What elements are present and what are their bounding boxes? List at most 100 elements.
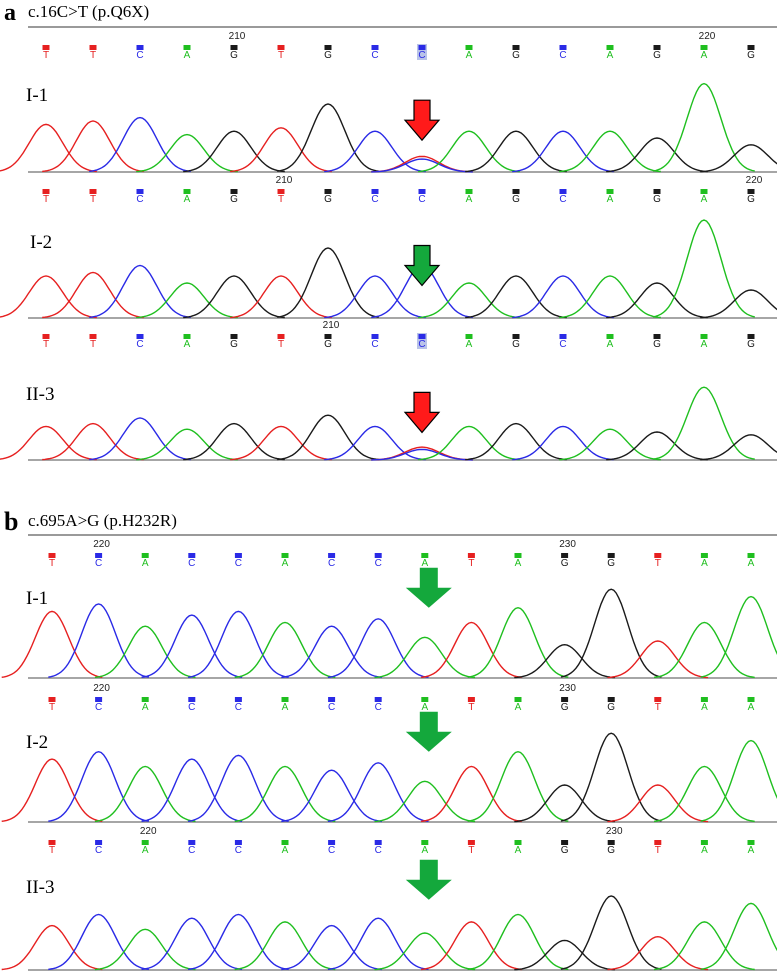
track-label-a-3: II-3 bbox=[26, 384, 54, 405]
peak-b-1-2 bbox=[94, 625, 196, 679]
base-marker-b-2-5 bbox=[281, 697, 289, 702]
base-call-b-1-4: C bbox=[235, 558, 242, 569]
peak-b-1-9 bbox=[420, 621, 522, 679]
base-call-a-1-1: T bbox=[90, 50, 96, 61]
panel-b-title: c.695A>G (p.H232R) bbox=[28, 511, 177, 530]
base-call-b-2-5: A bbox=[282, 702, 289, 713]
base-marker-a-1-9 bbox=[465, 45, 473, 50]
base-marker-b-2-11 bbox=[561, 697, 569, 702]
peak-a-2-14 bbox=[653, 219, 755, 318]
base-marker-a-3-4 bbox=[230, 334, 238, 339]
peak-b-1-5 bbox=[234, 621, 336, 679]
base-call-b-3-6: C bbox=[328, 845, 335, 856]
base-call-b-3-0: T bbox=[49, 845, 55, 856]
base-marker-a-1-3 bbox=[183, 45, 191, 50]
base-marker-a-1-6 bbox=[324, 45, 332, 50]
base-highlight-a-3 bbox=[417, 333, 427, 349]
base-call-a-1-5: T bbox=[278, 50, 284, 61]
peak-a-2-11 bbox=[512, 275, 614, 319]
base-call-a-3-10: G bbox=[512, 339, 520, 350]
base-call-b-2-12: G bbox=[607, 702, 615, 713]
peak-b-1-12 bbox=[560, 588, 662, 678]
base-call-b-3-9: T bbox=[468, 845, 474, 856]
peak-b-1-4 bbox=[187, 610, 289, 678]
peak-b-1-8 bbox=[374, 636, 476, 679]
peak-a-3-2 bbox=[89, 417, 191, 461]
base-marker-b-1-10 bbox=[514, 553, 522, 558]
peak-b-3-7 bbox=[327, 917, 429, 971]
base-call-b-1-3: C bbox=[188, 558, 195, 569]
base-marker-b-3-13 bbox=[654, 840, 662, 845]
panel-a-title: c.16C>T (p.Q6X) bbox=[28, 2, 149, 21]
base-marker-a-1-13 bbox=[653, 45, 661, 50]
base-marker-a-1-5 bbox=[277, 45, 285, 50]
panel-b-header: b c.695A>G (p.H232R) bbox=[4, 507, 177, 536]
peak-b-2-8 bbox=[374, 780, 476, 823]
base-call-b-2-15: A bbox=[748, 702, 755, 713]
base-call-b-1-0: T bbox=[49, 558, 55, 569]
base-call-b-2-3: C bbox=[188, 702, 195, 713]
peak-b-3-5 bbox=[234, 921, 336, 971]
position-number-b-2-0: 220 bbox=[93, 683, 110, 694]
peak-a-2-5 bbox=[230, 275, 332, 319]
base-marker-b-2-14 bbox=[700, 697, 708, 702]
mutation-arrow-b-1 bbox=[405, 567, 452, 608]
base-marker-b-3-11 bbox=[561, 840, 569, 845]
track-a-1: T T C A G T G C C A G C A G A G 210 220 bbox=[0, 26, 777, 173]
peak-b-1-1 bbox=[48, 603, 150, 678]
base-marker-a-3-14 bbox=[700, 334, 708, 339]
base-call-a-2-8: C bbox=[418, 194, 425, 205]
position-number-a-3-0: 210 bbox=[323, 320, 340, 331]
base-call-a-3-4: G bbox=[230, 339, 238, 350]
peak-a-1-7 bbox=[324, 130, 426, 173]
base-call-b-2-6: C bbox=[328, 702, 335, 713]
base-marker-b-3-12 bbox=[607, 840, 615, 845]
peak-b-3-3 bbox=[141, 917, 243, 971]
base-marker-b-2-7 bbox=[374, 697, 382, 702]
base-marker-a-2-8 bbox=[418, 189, 426, 194]
base-call-a-3-11: C bbox=[559, 339, 566, 350]
base-call-b-1-11: G bbox=[561, 558, 569, 569]
mutation-arrow-a-1 bbox=[403, 99, 441, 142]
base-call-a-3-2: C bbox=[136, 339, 143, 350]
track-b-2: T C A C C A C C A T A G G T A A 220 230 bbox=[1, 683, 777, 823]
base-call-b-3-2: A bbox=[142, 845, 149, 856]
base-marker-b-3-14 bbox=[700, 840, 708, 845]
peak-b-1-7 bbox=[327, 618, 429, 678]
base-marker-b-2-9 bbox=[467, 697, 475, 702]
position-number-a-2-0: 210 bbox=[276, 175, 293, 186]
peak-a-3-4 bbox=[183, 422, 285, 461]
base-marker-b-3-4 bbox=[234, 840, 242, 845]
base-marker-a-1-2 bbox=[136, 45, 144, 50]
base-marker-b-1-6 bbox=[328, 553, 336, 558]
base-call-a-1-15: G bbox=[747, 50, 755, 61]
base-marker-a-3-12 bbox=[606, 334, 614, 339]
base-marker-b-3-10 bbox=[514, 840, 522, 845]
base-marker-a-2-9 bbox=[465, 189, 473, 194]
base-call-a-2-0: T bbox=[43, 194, 49, 205]
base-marker-b-1-11 bbox=[561, 553, 569, 558]
base-marker-a-3-3 bbox=[183, 334, 191, 339]
base-marker-a-2-11 bbox=[559, 189, 567, 194]
panel-b-letter: b bbox=[4, 507, 18, 536]
base-marker-b-1-15 bbox=[747, 553, 755, 558]
peak-a-2-1 bbox=[42, 271, 144, 319]
base-call-a-1-14: A bbox=[701, 50, 708, 61]
base-marker-a-2-12 bbox=[606, 189, 614, 194]
base-call-b-3-12: G bbox=[607, 845, 615, 856]
peak-b-3-8 bbox=[374, 932, 476, 971]
peak-a-1-2 bbox=[89, 116, 191, 173]
peak-a-1-10 bbox=[465, 130, 567, 173]
base-marker-a-2-5 bbox=[277, 189, 285, 194]
peak-a-1-8-c bbox=[371, 158, 473, 173]
base-call-b-2-14: A bbox=[701, 702, 708, 713]
base-call-a-2-9: A bbox=[466, 194, 473, 205]
position-number-b-1-1: 230 bbox=[559, 539, 576, 550]
peak-b-1-11 bbox=[514, 643, 615, 679]
base-marker-a-1-14 bbox=[700, 45, 708, 50]
base-marker-b-3-6 bbox=[328, 840, 336, 845]
base-call-a-2-7: C bbox=[371, 194, 378, 205]
base-marker-b-3-8 bbox=[421, 840, 429, 845]
base-marker-b-1-7 bbox=[374, 553, 382, 558]
peak-a-1-14 bbox=[653, 82, 755, 172]
